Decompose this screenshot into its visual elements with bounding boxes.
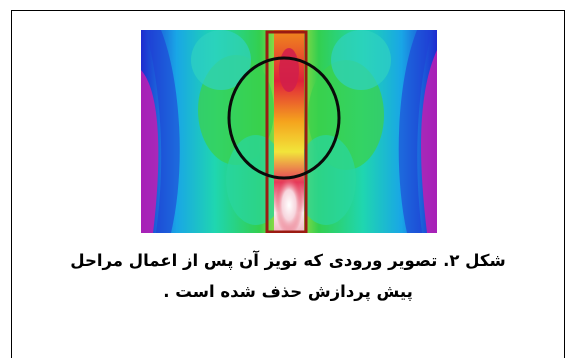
thermal-image-graphic bbox=[141, 30, 437, 233]
caption-line-2: پیش پردازش حذف شده است . bbox=[163, 282, 413, 301]
thermal-image bbox=[141, 30, 437, 233]
figure-caption: شکل ۲. تصویر ورودی که نویز آن پس از اعما… bbox=[60, 245, 516, 307]
figure-frame bbox=[11, 10, 565, 358]
caption-line-1: شکل ۲. تصویر ورودی که نویز آن پس از اعما… bbox=[70, 251, 506, 270]
